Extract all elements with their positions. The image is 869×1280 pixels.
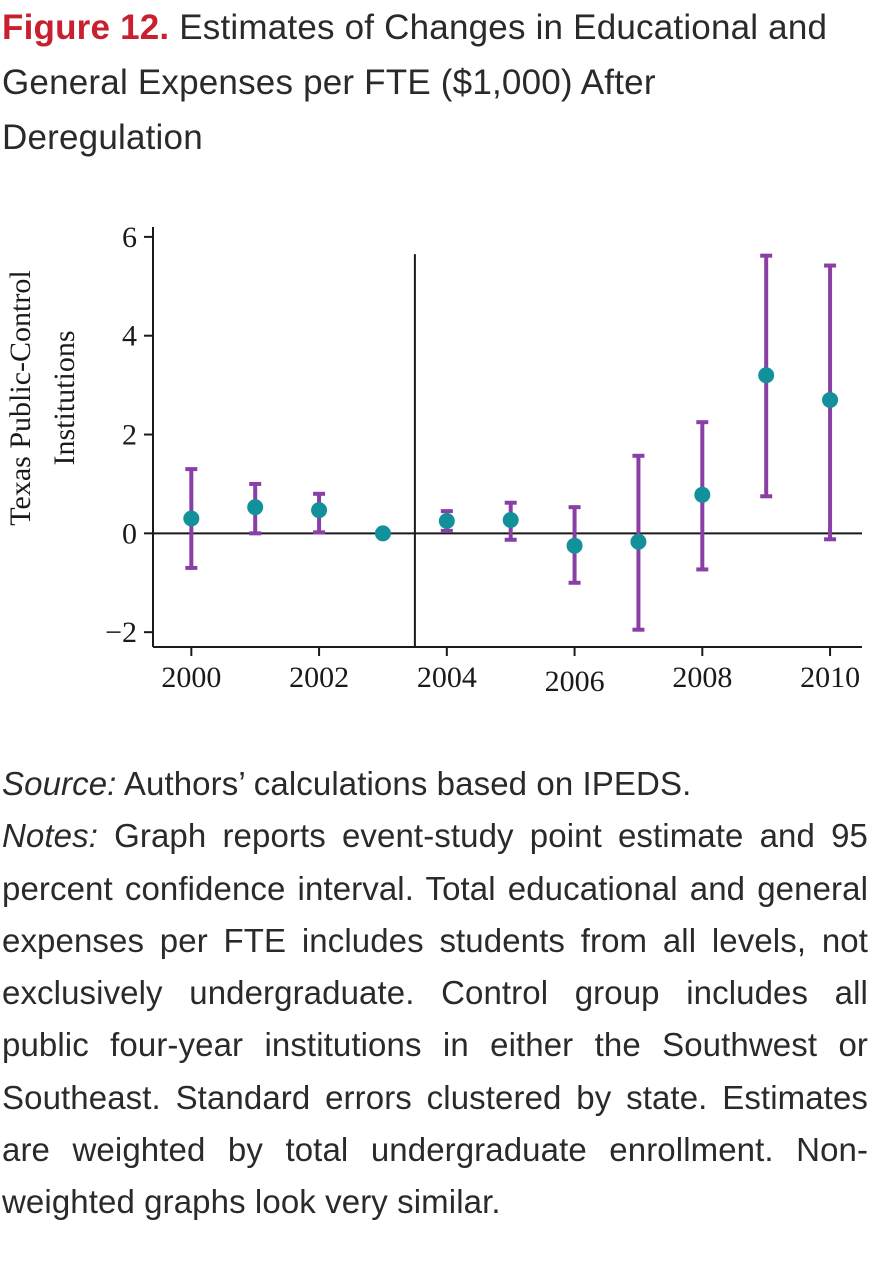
y-axis-title: Texas Public-Control Institutions (4, 270, 81, 525)
y-tick-label: 2 (122, 419, 137, 452)
y-axis-ticks: 6 4 2 0 −2 (105, 221, 153, 649)
y-axis-label-line1: Texas Public-Control (4, 270, 37, 525)
axes (152, 227, 862, 648)
notes-text: Graph reports event-study point estimate… (2, 817, 868, 1221)
point-estimate-2001 (247, 499, 264, 516)
y-tick-label: 4 (122, 320, 137, 353)
x-tick-label: 2010 (800, 661, 860, 694)
point-estimate-2006 (566, 537, 583, 554)
notes-label: Notes: (2, 817, 98, 855)
y-tick-label: −2 (105, 616, 137, 649)
x-tick-label: 2002 (289, 661, 349, 694)
point-estimates (183, 367, 839, 554)
figure-title: Figure 12. Estimates of Changes in Educa… (2, 0, 862, 165)
y-tick-label: 0 (122, 517, 137, 550)
reference-lines (153, 254, 862, 647)
x-tick-label: 2008 (672, 661, 732, 694)
figure-title-text: Estimates of Changes in Educational and … (2, 8, 828, 157)
y-tick-label: 6 (122, 221, 137, 254)
event-study-chart: Texas Public-Control Institutions 6 4 2 0 −2… (4, 221, 862, 698)
x-tick-label: 2004 (417, 661, 477, 694)
confidence-intervals (185, 253, 837, 632)
point-estimate-2009 (758, 367, 775, 384)
x-tick-label: 2006 (545, 665, 605, 698)
point-estimate-2008 (694, 486, 711, 503)
y-axis-label-line2: Institutions (48, 330, 81, 465)
point-estimate-2005 (502, 512, 519, 529)
figure-label: Figure 12. (2, 8, 170, 47)
notes-paragraph: Notes: Graph reports event-study point e… (2, 810, 868, 1228)
source-label: Source: (2, 765, 117, 802)
source-note: Source: Authors’ calculations based on I… (2, 758, 868, 810)
point-estimate-2007 (630, 533, 647, 550)
point-estimate-2000 (183, 510, 200, 527)
point-estimate-2002 (311, 502, 328, 519)
point-estimate-2004 (438, 513, 455, 529)
x-tick-label: 2000 (161, 661, 221, 694)
figure-notes: Source: Authors’ calculations based on I… (2, 758, 868, 1229)
source-text: Authors’ calculations based on IPEDS. (116, 765, 692, 802)
x-axis-ticks: 2000 2002 2004 2006 2008 2010 (161, 647, 860, 698)
point-estimate-2003 (374, 525, 391, 542)
point-estimate-2010 (822, 391, 839, 408)
